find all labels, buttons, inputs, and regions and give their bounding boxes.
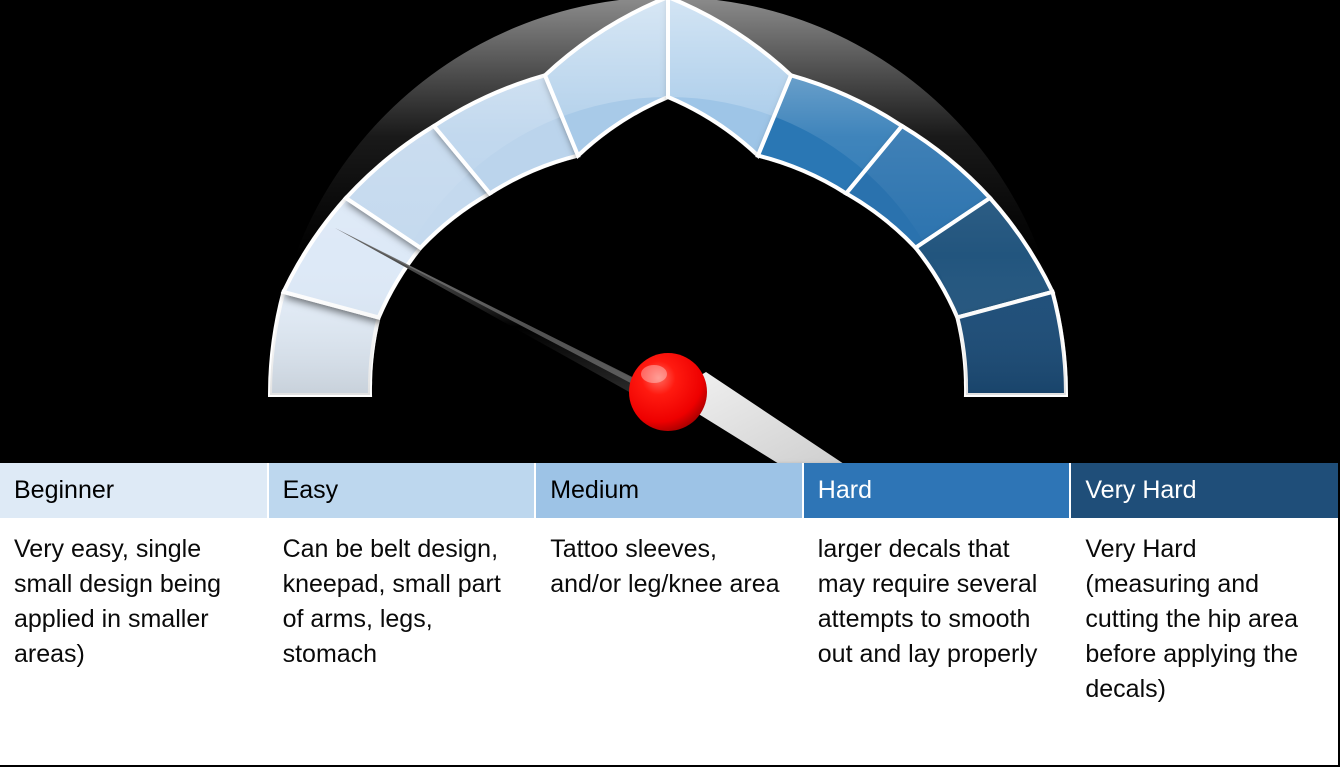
needle-tail bbox=[668, 372, 853, 470]
table-header-row: Beginner Easy Medium Hard Very Hard bbox=[0, 463, 1338, 520]
table-header-hard[interactable]: Hard bbox=[802, 463, 1072, 520]
difficulty-levels-table: Beginner Easy Medium Hard Very Hard Very… bbox=[0, 463, 1338, 765]
needle-highlight bbox=[335, 228, 688, 411]
table-cell-beginner-description: Very easy, single small design being app… bbox=[0, 519, 269, 765]
table-cell-easy-description: Can be belt design, kneepad, small part … bbox=[267, 519, 537, 765]
gauge-svg bbox=[267, 0, 1069, 470]
needle-pivot[interactable] bbox=[629, 353, 707, 431]
cell-text: Can be belt design, kneepad, small part … bbox=[282, 535, 501, 668]
cell-text: Very Hard (measuring and cutting the hip… bbox=[1085, 535, 1299, 703]
table-header-medium[interactable]: Medium bbox=[535, 463, 804, 520]
table-cell-hard-description: larger decals that may require several a… bbox=[802, 519, 1072, 765]
table-header-very-hard[interactable]: Very Hard bbox=[1070, 463, 1338, 520]
gauge-graphic bbox=[267, 0, 1069, 470]
table-header-easy[interactable]: Easy bbox=[267, 463, 537, 520]
pivot-highlight bbox=[641, 365, 667, 383]
cell-text: larger decals that may require several a… bbox=[817, 535, 1038, 668]
table-header-beginner[interactable]: Beginner bbox=[0, 463, 269, 520]
table-cell-very-hard-description: Very Hard (measuring and cutting the hip… bbox=[1070, 519, 1338, 765]
gauge-ring bbox=[267, 0, 1069, 397]
table-row: Very easy, single small design being app… bbox=[0, 519, 1338, 765]
cell-text: Very easy, single small design being app… bbox=[14, 535, 222, 668]
needle-body bbox=[335, 228, 690, 418]
cell-text: Tattoo sleeves, and/or leg/knee area bbox=[550, 535, 780, 598]
table-cell-medium-description: Tattoo sleeves, and/or leg/knee area bbox=[535, 519, 804, 765]
